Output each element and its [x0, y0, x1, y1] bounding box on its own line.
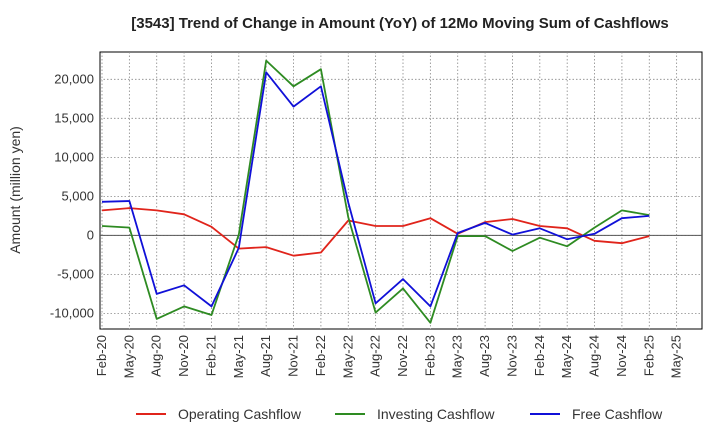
x-tick-label: May-21: [231, 335, 246, 378]
series-line-operating-cashflow: [101, 207, 650, 257]
x-tick-label: Feb-25: [641, 335, 656, 376]
x-tick-label: Nov-22: [395, 335, 410, 377]
chart-title: [3543] Trend of Change in Amount (YoY) o…: [131, 15, 669, 32]
series-lines: [101, 59, 650, 324]
x-tick-label: Feb-22: [313, 335, 328, 376]
x-tick-label: Nov-24: [614, 335, 629, 377]
y-tick-label: 10,000: [54, 149, 94, 164]
x-axis-ticks: Feb-20 May-20 Aug-20 Nov-20 Feb-21 May-21 Aug-…: [94, 335, 684, 378]
x-tick-label: Feb-21: [203, 335, 218, 376]
x-tick-label: May-24: [559, 335, 574, 378]
legend: Operating Cashflow Investing Cashflow Free…: [136, 406, 663, 422]
y-axis-label: Amount (million yen): [7, 126, 23, 254]
legend-label: Investing Cashflow: [377, 406, 495, 422]
x-tick-label: Nov-20: [176, 335, 191, 377]
x-tick-label: Feb-20: [94, 335, 109, 376]
y-tick-label: -5,000: [57, 266, 94, 281]
legend-label: Free Cashflow: [572, 406, 663, 422]
y-tick-label: 5,000: [61, 188, 94, 203]
x-tick-label: Aug-20: [149, 335, 164, 377]
x-tick-label: Feb-23: [422, 335, 437, 376]
series-line-investing-cashflow: [101, 59, 650, 324]
x-tick-label: Nov-23: [504, 335, 519, 377]
y-tick-label: -10,000: [50, 305, 94, 320]
x-tick-label: Aug-22: [368, 335, 383, 377]
legend-label: Operating Cashflow: [178, 406, 302, 422]
gridlines: [100, 52, 702, 329]
x-tick-label: Nov-21: [286, 335, 301, 377]
x-tick-label: May-25: [669, 335, 684, 378]
x-tick-label: Aug-21: [258, 335, 273, 377]
x-tick-label: May-20: [121, 335, 136, 378]
x-tick-label: Aug-23: [477, 335, 492, 377]
y-axis-ticks: -10,000 -5,000 0 5,000 10,000 15,000 20,000: [50, 71, 94, 320]
series-line-free-cashflow: [101, 71, 650, 308]
y-tick-label: 15,000: [54, 110, 94, 125]
x-tick-label: May-23: [450, 335, 465, 378]
x-tick-label: Feb-24: [532, 335, 547, 376]
y-tick-label: 20,000: [54, 71, 94, 86]
x-tick-label: May-22: [340, 335, 355, 378]
y-tick-label: 0: [87, 227, 94, 242]
plot-area: [99, 51, 703, 330]
x-tick-label: Aug-24: [587, 335, 602, 377]
